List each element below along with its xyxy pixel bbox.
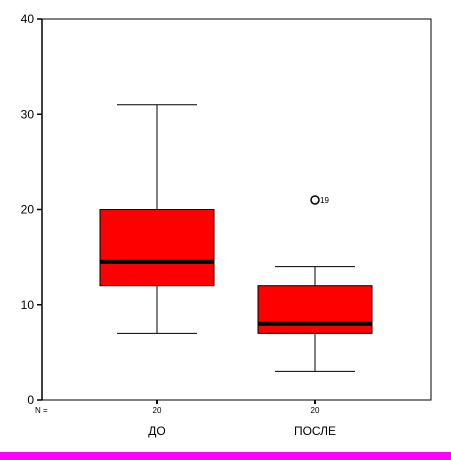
y-tick-label: 0 [27,393,34,407]
x-axis-labels: N = 20 ДО 20 ПОСЛЕ [35,400,336,438]
n-label: N = [35,406,48,415]
y-tick-label: 10 [21,298,35,312]
bottom-accent-bar [0,452,451,460]
iqr-box [99,209,215,287]
y-tick-label: 40 [21,12,35,26]
n-count-label: 20 [153,406,162,415]
y-tick-label: 30 [21,107,35,121]
outlier-label: 19 [320,196,329,205]
iqr-box [257,285,373,334]
outlier-point [310,195,320,205]
boxes-group: 19 [99,104,373,372]
category-label: ПОСЛЕ [294,424,336,438]
y-axis-ticks: 0 10 20 30 40 [21,12,42,407]
y-tick-label: 20 [21,203,35,217]
n-count-label: 20 [311,406,320,415]
category-label: ДО [148,424,165,438]
